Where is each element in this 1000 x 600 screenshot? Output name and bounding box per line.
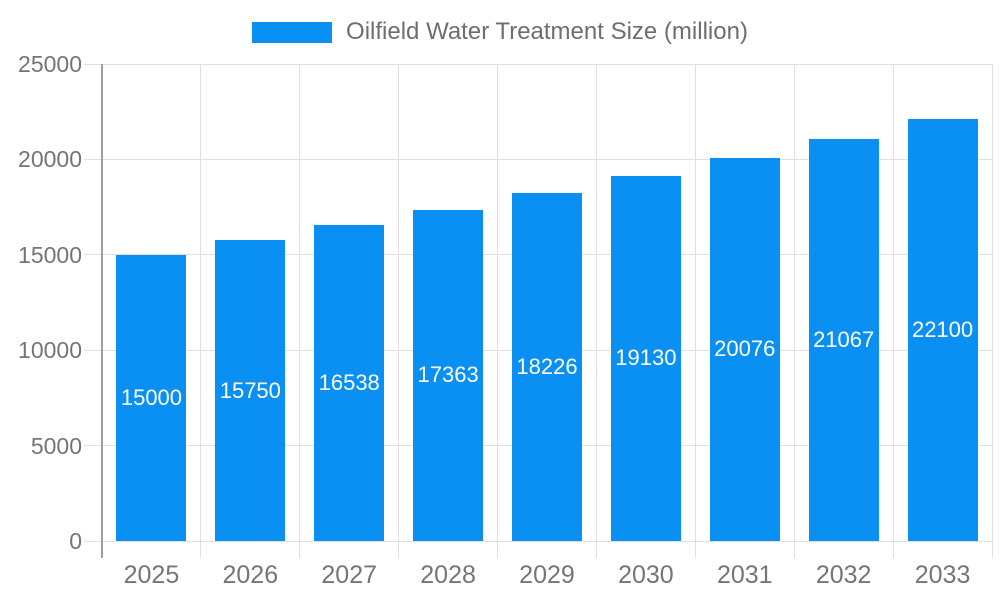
bar — [610, 175, 681, 541]
y-axis-tick — [84, 445, 102, 447]
y-axis-label: 15000 — [18, 241, 82, 268]
bar-value-label: 20076 — [714, 336, 776, 362]
y-axis-tick — [84, 349, 102, 351]
x-axis-label: 2031 — [716, 561, 773, 589]
y-axis-label: 20000 — [18, 146, 82, 173]
bar — [808, 139, 879, 541]
gridline-horizontal — [102, 158, 992, 160]
bar-value-label: 22100 — [911, 317, 974, 343]
gridline-vertical — [398, 64, 400, 558]
x-axis-label: 2025 — [123, 561, 180, 589]
bar-value-label: 16538 — [318, 370, 380, 396]
bar — [907, 119, 978, 541]
gridline-vertical — [595, 64, 597, 558]
y-axis-tick — [84, 540, 102, 542]
x-axis-label: 2033 — [914, 561, 971, 589]
gridline-vertical — [497, 64, 499, 558]
bar-value-label: 21067 — [813, 327, 875, 353]
gridline-vertical — [892, 64, 894, 558]
x-axis-label: 2030 — [618, 561, 674, 589]
plot-area: 15000 15750 16538 17363 18226 19130 20076 21067… — [84, 63, 993, 558]
bar-value-label: 17363 — [417, 362, 479, 388]
y-axis-label: 0 — [69, 528, 82, 554]
y-axis-tick — [84, 158, 102, 160]
gridline-horizontal — [102, 63, 992, 65]
y-axis-label: 10000 — [18, 337, 82, 364]
gridline-vertical — [793, 64, 795, 558]
gridline-vertical — [991, 64, 993, 558]
bar — [709, 157, 780, 541]
x-axis-label: 2026 — [222, 561, 279, 589]
gridline-vertical — [200, 64, 202, 558]
x-axis-label: 2029 — [519, 561, 575, 589]
legend-item[interactable]: Oilfield Water Treatment Size (million) — [0, 18, 1000, 46]
y-axis-label: 5000 — [30, 432, 82, 459]
x-axis-label: 2027 — [321, 561, 378, 589]
bar — [314, 225, 385, 541]
bar — [512, 193, 582, 541]
y-axis-line — [101, 64, 103, 558]
legend-swatch — [252, 21, 333, 43]
x-axis-label: 2028 — [420, 561, 476, 589]
bar-value-label: 19130 — [615, 345, 677, 371]
bar-value-label: 18226 — [516, 354, 578, 380]
bar — [215, 240, 286, 541]
x-axis-label: 2032 — [815, 561, 872, 589]
legend-label: Oilfield Water Treatment Size (million) — [346, 18, 748, 45]
bar-value-label: 15750 — [219, 377, 281, 403]
y-axis-tick — [84, 254, 102, 256]
bar-value-label: 15000 — [120, 384, 183, 410]
bar — [116, 254, 187, 541]
y-axis-tick — [84, 63, 102, 65]
gridline-vertical — [299, 64, 301, 558]
bar — [413, 209, 484, 541]
gridline-vertical — [694, 64, 696, 558]
gridline-horizontal — [102, 540, 992, 542]
y-axis-label: 25000 — [18, 51, 82, 77]
